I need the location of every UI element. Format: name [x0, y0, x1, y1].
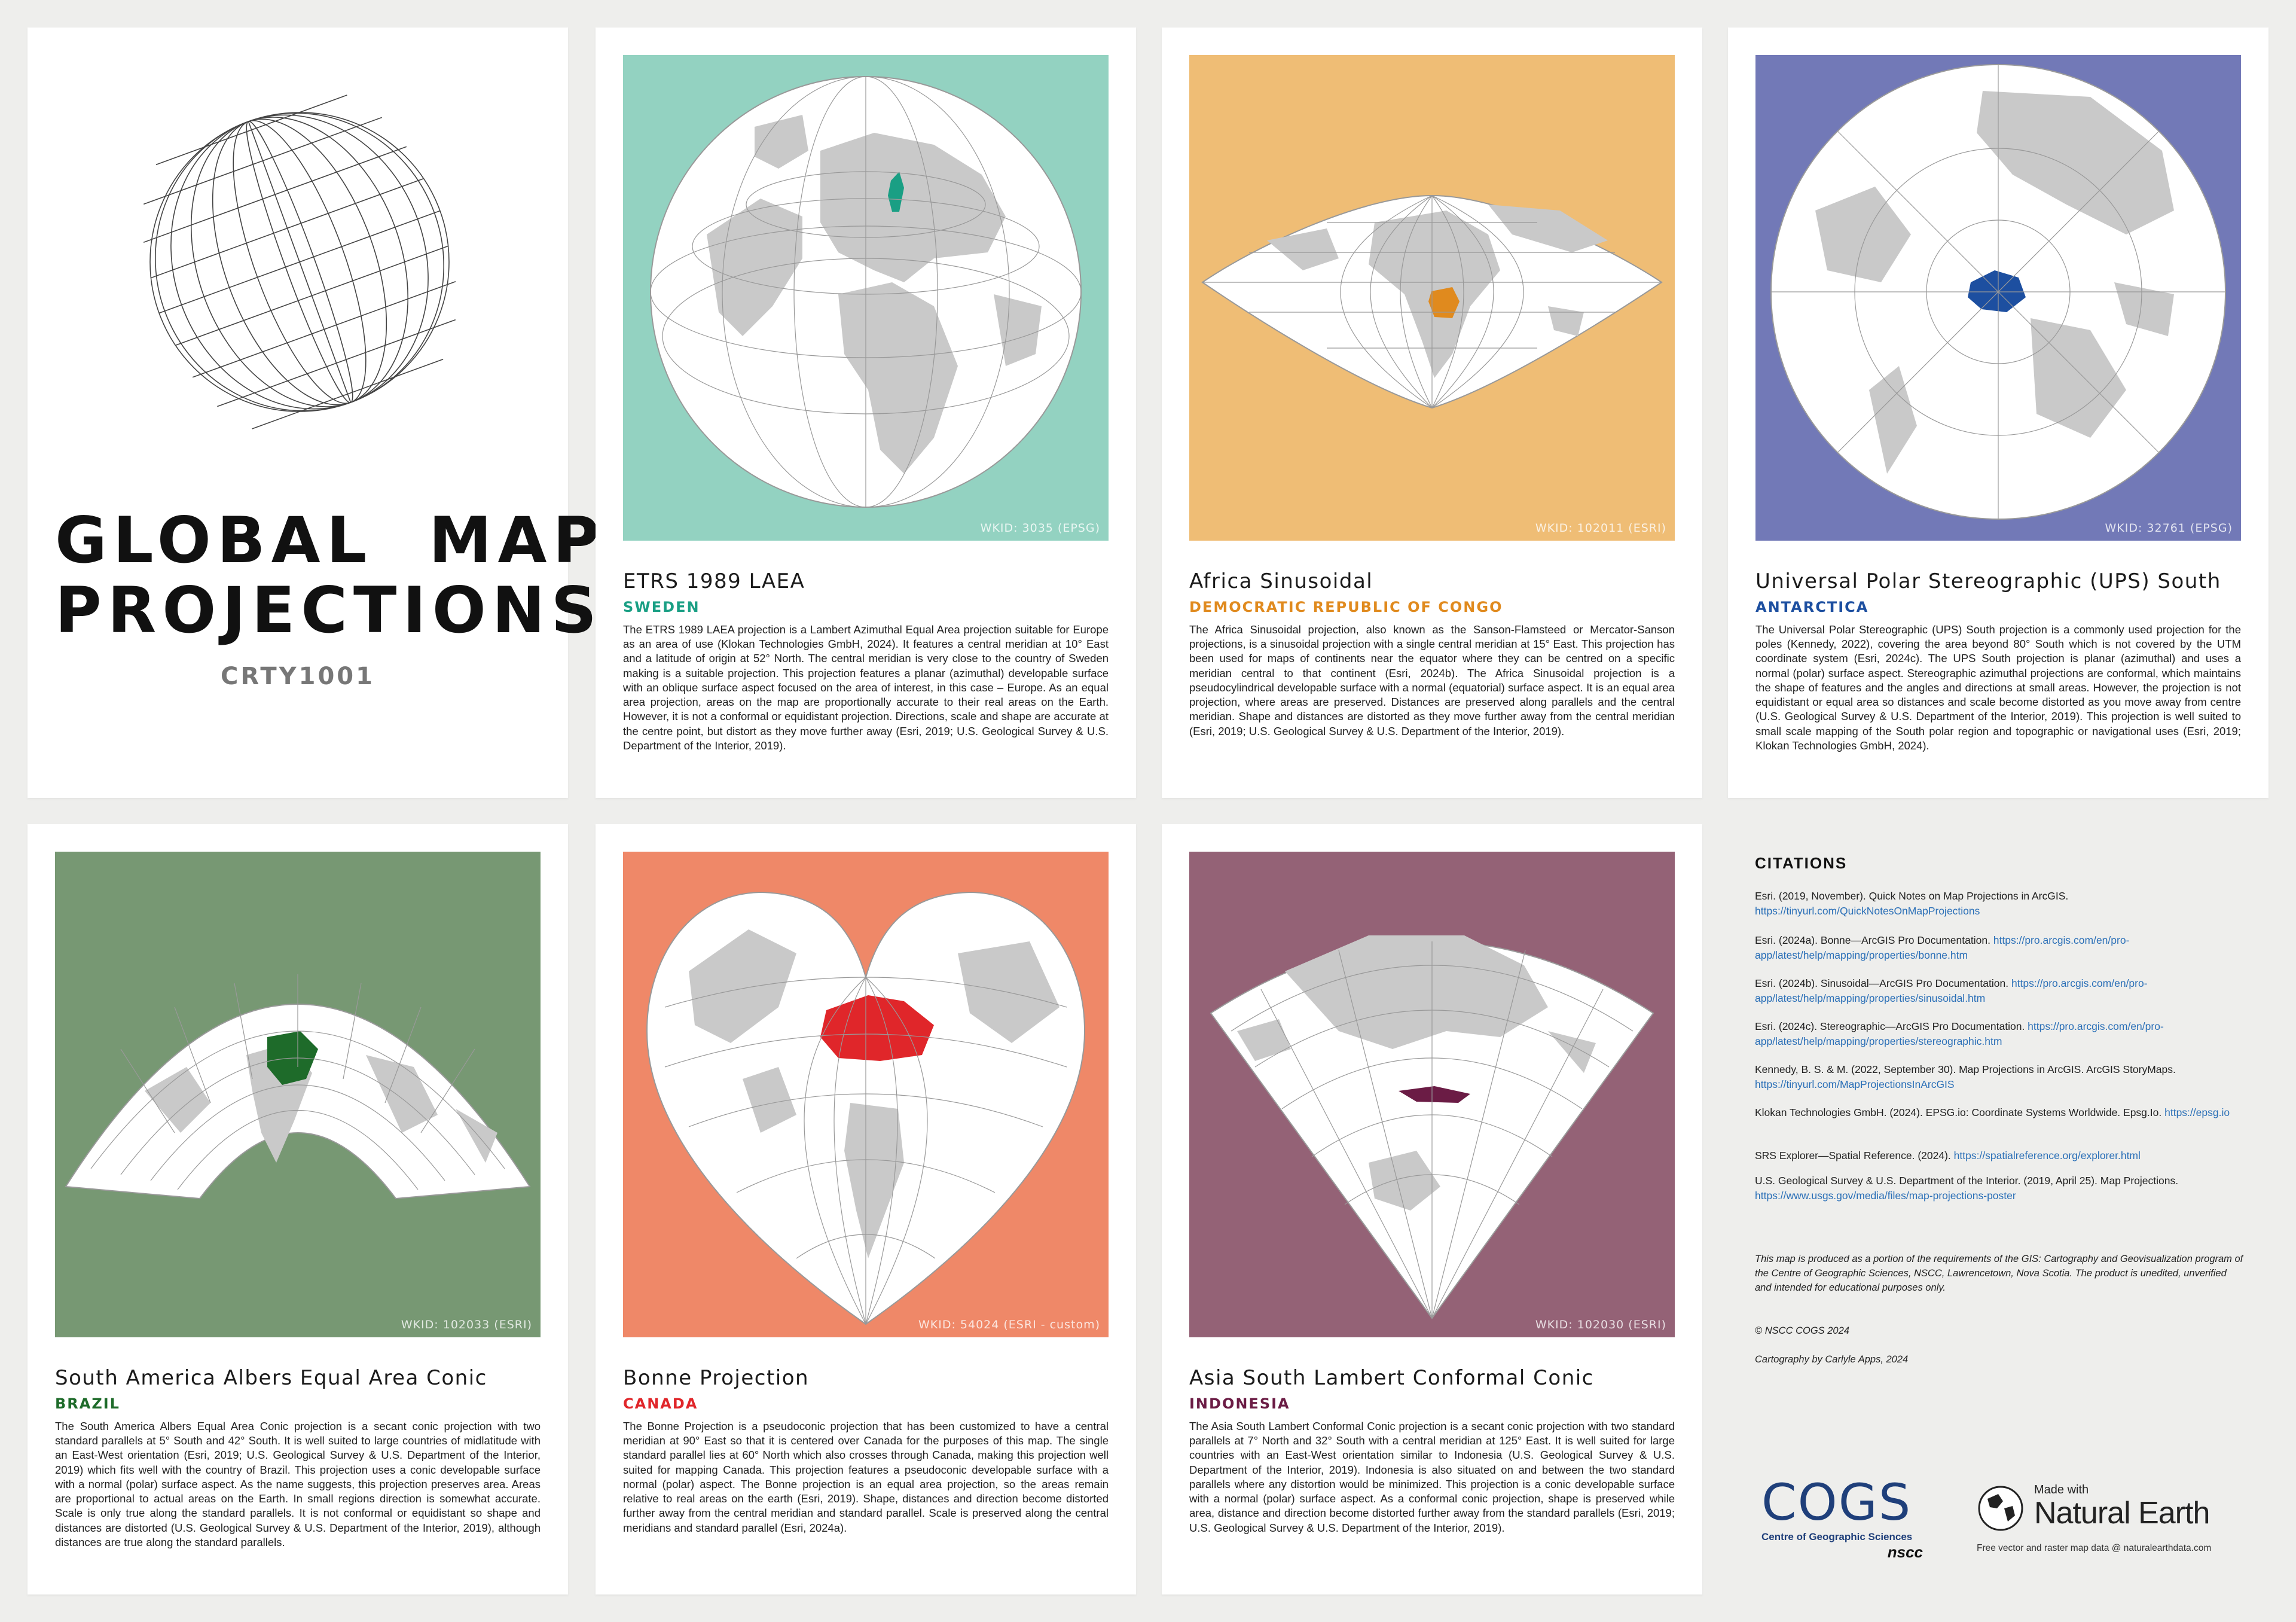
projection-description: The Asia South Lambert Conformal Conic p… [1189, 1420, 1675, 1534]
nscc-wordmark: nscc [1887, 1543, 1923, 1561]
cogs-wordmark: COGS [1761, 1473, 1912, 1532]
citation-text: SRS Explorer—Spatial Reference. (2024). [1755, 1150, 1954, 1161]
citation-item: Kennedy, B. S. & M. (2022, September 30)… [1755, 1062, 2245, 1092]
wkid-label: WKID: 102030 (ESRI) [1535, 1318, 1666, 1331]
citation-item: Esri. (2019, November). Quick Notes on M… [1755, 889, 2245, 919]
wkid-label: WKID: 54024 (ESRI - custom) [918, 1318, 1100, 1331]
wkid-label: WKID: 102033 (ESRI) [401, 1318, 532, 1331]
country-label: INDONESIA [1189, 1395, 1290, 1412]
country-label: SWEDEN [623, 599, 700, 615]
poster-title-line2: PROJECTIONS [55, 573, 603, 647]
projection-title: ETRS 1989 LAEA [623, 569, 805, 593]
citation-link[interactable]: https://tinyurl.com/MapProjectionsInArcG… [1755, 1078, 1955, 1090]
natural-earth-logo: Made with Natural Earth Free vector and … [1977, 1482, 2252, 1572]
projection-card-etrs-laea: WKID: 3035 (EPSG) ETRS 1989 LAEA SWEDEN … [596, 28, 1136, 798]
projection-description: The Bonne Projection is a pseudoconic pr… [623, 1420, 1109, 1534]
map-etrs-laea: WKID: 3035 (EPSG) [623, 55, 1109, 541]
citation-text: Esri. (2019, November). Quick Notes on M… [1755, 890, 2069, 902]
citation-text: Kennedy, B. S. & M. (2022, September 30)… [1755, 1063, 2176, 1075]
citation-item: SRS Explorer—Spatial Reference. (2024). … [1755, 1148, 2245, 1163]
map-south-america-albers: WKID: 102033 (ESRI) [55, 852, 541, 1337]
wkid-label: WKID: 102011 (ESRI) [1535, 522, 1666, 535]
citation-link[interactable]: https://pro.arcgis.com/en/pro-app/latest… [1755, 1020, 2164, 1047]
map-bonne-graphic [646, 891, 1086, 1325]
ne-name: Natural Earth [2034, 1496, 2210, 1530]
disclaimer-note: This map is produced as a portion of the… [1755, 1254, 2243, 1293]
citation-text: Esri. (2024c). Stereographic—ArcGIS Pro … [1755, 1020, 2028, 1032]
projection-description: The ETRS 1989 LAEA projection is a Lambe… [623, 623, 1109, 752]
projection-title: Universal Polar Stereographic (UPS) Sout… [1755, 569, 2221, 593]
map-south-america-albers-graphic [65, 974, 531, 1200]
ne-made-with: Made with [2034, 1483, 2089, 1496]
projection-title: Bonne Projection [623, 1366, 810, 1390]
cogs-logo: COGS Centre of Geographic Sciences nscc [1761, 1477, 1941, 1573]
citation-text: Klokan Technologies GmbH. (2024). EPSG.i… [1755, 1106, 2165, 1118]
projection-description: The Universal Polar Stereographic (UPS) … [1755, 623, 2241, 752]
map-ups-south-graphic [1770, 64, 2226, 520]
globe-icon [1978, 1486, 2023, 1531]
citation-link[interactable]: https://pro.arcgis.com/en/pro-app/latest… [1755, 977, 2148, 1004]
citation-item: Esri. (2024a). Bonne—ArcGIS Pro Document… [1755, 933, 2245, 963]
citation-item: Esri. (2024b). Sinusoidal—ArcGIS Pro Doc… [1755, 976, 2245, 1006]
course-code: CRTY1001 [221, 663, 375, 690]
map-africa-sinusoidal-graphic [1201, 194, 1663, 409]
citation-text: Esri. (2024b). Sinusoidal—ArcGIS Pro Doc… [1755, 977, 2011, 989]
country-label: CANADA [623, 1395, 698, 1412]
citation-link[interactable]: https://epsg.io [2164, 1106, 2230, 1118]
citation-text: U.S. Geological Survey & U.S. Department… [1755, 1175, 2179, 1187]
title-card: GLOBAL MAP PROJECTIONS CRTY1001 [28, 28, 606, 798]
projection-card-ups-south: WKID: 32761 (EPSG) Universal Polar Stere… [1728, 28, 2268, 798]
citation-text: Esri. (2024a). Bonne—ArcGIS Pro Document… [1755, 934, 1993, 946]
country-label: BRAZIL [55, 1395, 120, 1412]
map-ups-south: WKID: 32761 (EPSG) [1755, 55, 2241, 541]
map-asia-south-lcc-graphic [1210, 935, 1654, 1319]
citation-link[interactable]: https://www.usgs.gov/media/files/map-pro… [1755, 1189, 2016, 1202]
projection-card-africa-sinusoidal: WKID: 102011 (ESRI) Africa Sinusoidal DE… [1162, 28, 1702, 798]
poster-title-line1: GLOBAL MAP [55, 504, 606, 577]
credit-note: Cartography by Carlyle Apps, 2024 [1755, 1354, 1909, 1365]
projection-title: Asia South Lambert Conformal Conic [1189, 1366, 1594, 1390]
wireframe-globe-icon [143, 94, 456, 429]
citation-link[interactable]: https://tinyurl.com/QuickNotesOnMapProje… [1755, 904, 1980, 917]
country-label: DEMOCRATIC REPUBLIC OF CONGO [1189, 599, 1503, 615]
projection-card-south-america-albers: WKID: 102033 (ESRI) South America Albers… [28, 824, 568, 1594]
map-etrs-laea-graphic [650, 76, 1082, 508]
citation-item: Esri. (2024c). Stereographic—ArcGIS Pro … [1755, 1019, 2245, 1049]
map-asia-south-lcc: WKID: 102030 (ESRI) [1189, 852, 1675, 1337]
wkid-label: WKID: 3035 (EPSG) [980, 522, 1100, 535]
citation-link[interactable]: https://pro.arcgis.com/en/pro-app/latest… [1755, 934, 2130, 961]
map-bonne: WKID: 54024 (ESRI - custom) [623, 852, 1109, 1337]
ne-tagline: Free vector and raster map data @ natura… [1977, 1543, 2212, 1553]
projection-title: Africa Sinusoidal [1189, 569, 1373, 593]
map-africa-sinusoidal: WKID: 102011 (ESRI) [1189, 55, 1675, 541]
projection-card-bonne: WKID: 54024 (ESRI - custom) Bonne Projec… [596, 824, 1136, 1594]
cogs-subtitle: Centre of Geographic Sciences [1761, 1531, 1913, 1542]
projection-title: South America Albers Equal Area Conic [55, 1366, 487, 1390]
country-label: ANTARCTICA [1755, 599, 1869, 615]
poster-title: GLOBAL MAP PROJECTIONS [55, 504, 606, 647]
projection-description: The Africa Sinusoidal projection, also k… [1189, 623, 1675, 737]
citation-item: Klokan Technologies GmbH. (2024). EPSG.i… [1755, 1105, 2245, 1120]
projection-card-asia-south-lcc: WKID: 102030 (ESRI) Asia South Lambert C… [1162, 824, 1702, 1594]
citation-link[interactable]: https://spatialreference.org/explorer.ht… [1953, 1150, 2141, 1161]
citation-item: U.S. Geological Survey & U.S. Department… [1755, 1173, 2245, 1203]
wkid-label: WKID: 32761 (EPSG) [2105, 522, 2233, 535]
copyright-note: © NSCC COGS 2024 [1755, 1325, 1849, 1336]
projection-description: The South America Albers Equal Area Coni… [55, 1420, 541, 1548]
citations-heading: CITATIONS [1755, 854, 1848, 872]
